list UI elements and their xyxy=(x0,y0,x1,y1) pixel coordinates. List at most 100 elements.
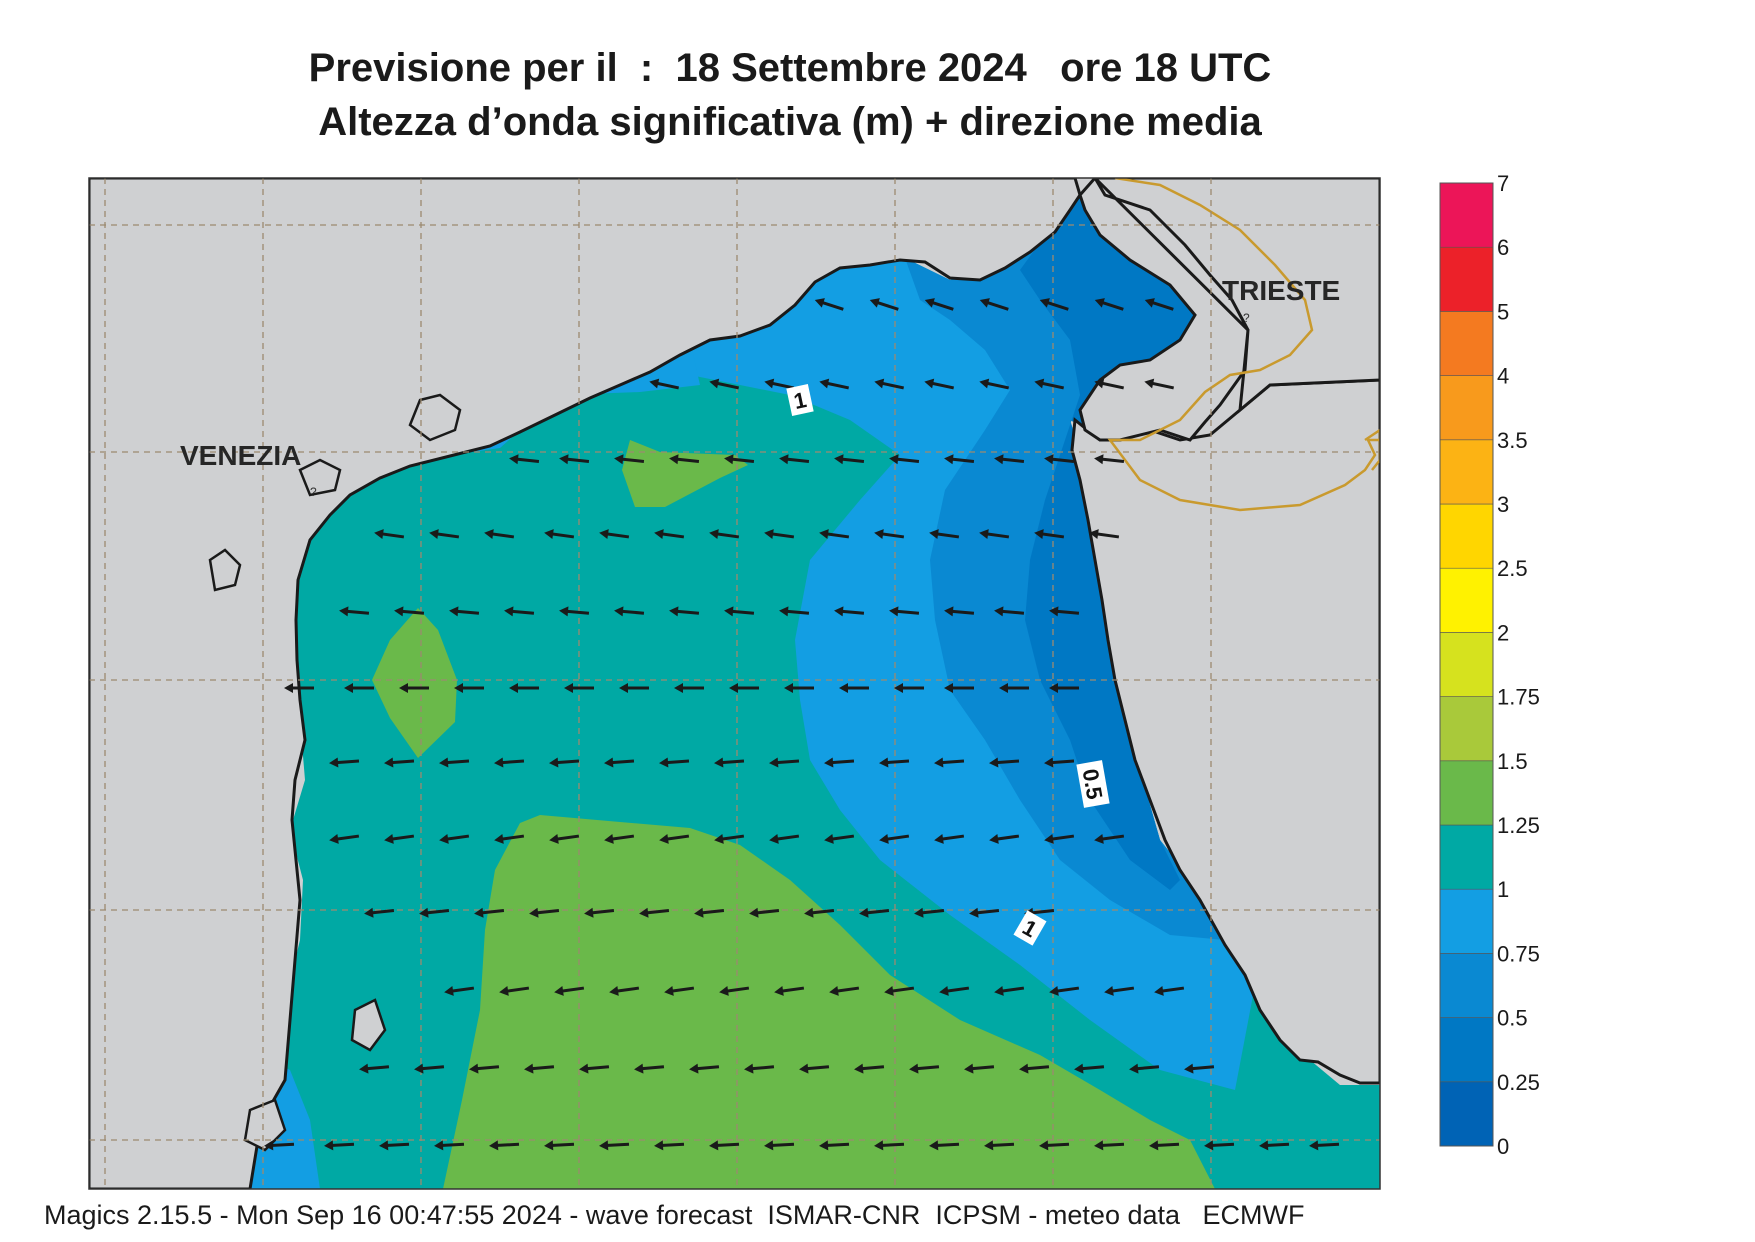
wave-arrow xyxy=(339,606,370,617)
wave-arrow xyxy=(1184,1063,1215,1074)
wave-arrow xyxy=(814,298,844,311)
wave-arrow xyxy=(529,907,560,918)
wave-arrow xyxy=(1089,529,1120,539)
wave-arrow xyxy=(1044,834,1075,844)
wave-arrow xyxy=(984,1140,1015,1151)
wave-arrow xyxy=(329,757,360,768)
wave-arrow xyxy=(719,986,750,996)
color-bar-swatch xyxy=(1439,182,1494,248)
wave-arrow xyxy=(709,1140,740,1151)
wave-arrow xyxy=(584,907,615,918)
wave-arrow xyxy=(414,1063,445,1074)
wave-arrow xyxy=(604,834,635,844)
wave-arrow xyxy=(874,378,905,390)
wave-arrow xyxy=(784,683,814,693)
wave-arrow xyxy=(834,454,865,465)
wave-zone-125-west xyxy=(372,608,457,758)
wave-arrow xyxy=(729,683,759,693)
wave-arrow xyxy=(489,1140,520,1151)
wave-arrow xyxy=(1039,1140,1070,1151)
border-line-east xyxy=(1364,428,1380,471)
wave-arrow xyxy=(609,986,640,996)
wave-arrow xyxy=(854,1063,885,1074)
wave-arrow xyxy=(604,757,635,768)
wave-arrow xyxy=(1019,1063,1050,1074)
color-bar-swatch xyxy=(1439,503,1494,569)
wave-arrow xyxy=(819,529,850,539)
wave-arrow xyxy=(994,986,1025,996)
color-bar-label: 7 xyxy=(1497,171,1509,196)
wave-arrow xyxy=(929,529,960,539)
wave-arrow xyxy=(969,907,1000,918)
wave-arrow xyxy=(494,757,525,768)
wave-arrow xyxy=(654,529,685,539)
wave-arrow xyxy=(724,606,755,617)
contour-label-text: 1 xyxy=(792,387,809,414)
wave-arrow xyxy=(429,529,460,539)
wave-arrow xyxy=(1074,1063,1105,1074)
wave-arrow xyxy=(989,757,1020,768)
wave-arrow xyxy=(879,757,910,768)
lagoon-islands xyxy=(208,393,462,1152)
wave-arrow xyxy=(394,606,425,617)
color-bar-label: 2 xyxy=(1497,620,1509,645)
wave-arrow xyxy=(449,606,480,617)
wave-arrow xyxy=(824,834,855,844)
wave-arrow xyxy=(384,834,415,844)
wave-arrow xyxy=(669,606,700,617)
wave-arrow xyxy=(689,1063,720,1074)
wave-arrow xyxy=(544,529,575,539)
wave-arrow xyxy=(374,529,405,539)
wave-arrow xyxy=(1044,454,1075,465)
wave-arrow xyxy=(889,454,920,465)
place-marker-trieste: ? xyxy=(1243,311,1250,325)
wave-arrow xyxy=(929,1140,960,1151)
wave-arrow xyxy=(979,298,1009,311)
place-label-trieste: TRIESTE xyxy=(1222,275,1340,306)
wave-zone-125-south xyxy=(443,815,1215,1189)
wave-arrow xyxy=(509,454,540,465)
wave-arrow xyxy=(889,606,920,617)
wave-direction-arrows xyxy=(264,298,1340,1151)
place-label-venezia: VENEZIA xyxy=(180,440,301,471)
wave-arrow xyxy=(364,907,395,918)
wave-arrow xyxy=(744,1063,775,1074)
wave-arrow xyxy=(1204,1140,1235,1151)
wave-arrow xyxy=(909,1063,940,1074)
wave-arrow xyxy=(924,298,954,311)
wave-arrow xyxy=(614,454,645,465)
wave-arrow xyxy=(1144,378,1175,390)
wave-arrow xyxy=(1094,1140,1125,1151)
wave-arrow xyxy=(439,757,470,768)
wave-arrow xyxy=(599,1140,630,1151)
wave-arrow xyxy=(1034,378,1065,390)
wave-arrow xyxy=(749,907,780,918)
wave-arrow xyxy=(1044,757,1075,768)
wave-arrow xyxy=(379,1140,410,1151)
wave-arrow xyxy=(554,986,585,996)
wave-arrow xyxy=(894,683,924,693)
color-bar-swatch xyxy=(1439,311,1494,376)
wave-arrow xyxy=(1049,683,1079,693)
wave-arrow xyxy=(474,907,505,918)
wave-arrow xyxy=(614,606,645,617)
wave-arrow xyxy=(1094,834,1125,844)
wave-arrow xyxy=(1309,1140,1340,1151)
wave-arrow xyxy=(944,454,975,465)
wave-arrow xyxy=(669,454,700,465)
wave-zone-125-north xyxy=(622,440,748,507)
wave-arrow xyxy=(874,529,905,539)
color-bar-label: 6 xyxy=(1497,235,1509,260)
wave-arrow xyxy=(824,757,855,768)
wave-arrow xyxy=(559,606,590,617)
wave-arrow xyxy=(549,834,580,844)
color-bar-swatch xyxy=(1439,246,1494,312)
color-bar-label: 3 xyxy=(1497,492,1509,517)
wave-arrow xyxy=(874,1140,905,1151)
wave-arrow xyxy=(934,834,965,844)
wave-arrow xyxy=(1154,986,1185,996)
color-bar-swatch xyxy=(1439,439,1494,505)
wave-arrow xyxy=(359,1063,390,1074)
wave-arrow xyxy=(619,683,649,693)
wave-arrow xyxy=(804,907,835,918)
